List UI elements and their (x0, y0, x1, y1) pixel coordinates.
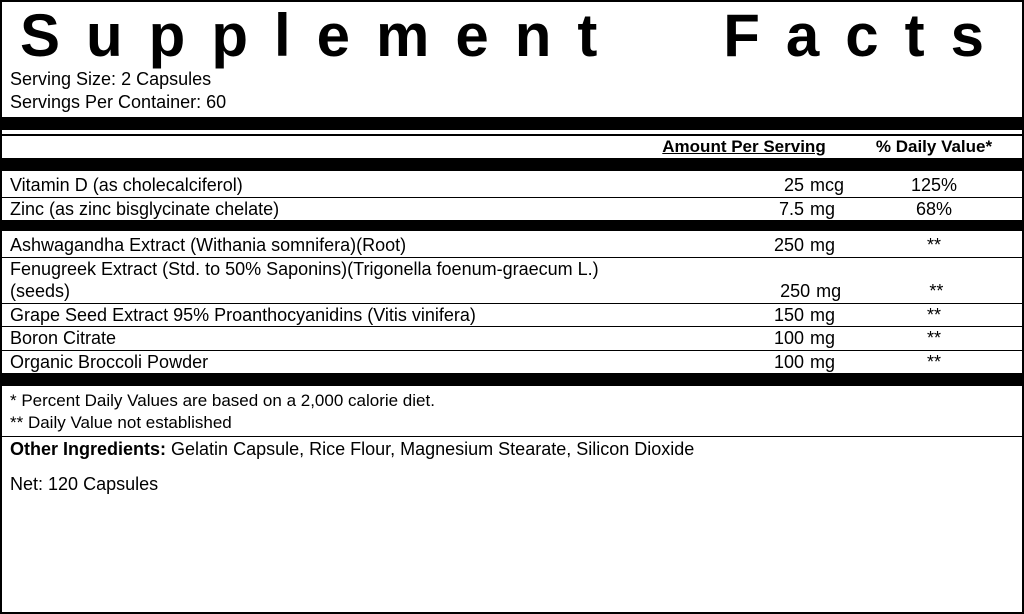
ingredient-dv: ** (854, 351, 1014, 374)
ingredient-dv: ** (854, 304, 1014, 327)
servings-per-label: Servings Per Container: (10, 92, 201, 112)
ingredient-dv: 125% (854, 174, 1014, 197)
ingredient-name: Organic Broccoli Powder (10, 351, 634, 374)
divider-thick (2, 117, 1022, 130)
ingredient-name: Ashwagandha Extract (Withania somnifera)… (10, 234, 634, 257)
ingredient-unit: mcg (804, 174, 854, 197)
other-ingredients-value: Gelatin Capsule, Rice Flour, Magnesium S… (171, 439, 694, 459)
ingredient-dv: ** (854, 234, 1014, 257)
table-row: Vitamin D (as cholecalciferol)25mcg125% (2, 174, 1022, 198)
nutrient-section-nodv: Ashwagandha Extract (Withania somnifera)… (2, 234, 1022, 373)
ingredient-unit: mg (804, 327, 854, 350)
ingredient-name: Zinc (as zinc bisglycinate chelate) (10, 198, 634, 221)
ingredient-unit: mg (810, 280, 859, 303)
ingredient-unit: mg (804, 304, 854, 327)
ingredient-dv: ** (854, 327, 1014, 350)
ingredient-dv: 68% (854, 198, 1014, 221)
table-row: Ashwagandha Extract (Withania somnifera)… (2, 234, 1022, 258)
serving-size-label: Serving Size: (10, 69, 116, 89)
column-headers: Amount Per Serving % Daily Value* (2, 136, 1022, 158)
header-dv: % Daily Value* (854, 136, 1014, 158)
other-ingredients-label: Other Ingredients: (10, 439, 166, 459)
table-row: Grape Seed Extract 95% Proanthocyanidins… (2, 304, 1022, 328)
ingredient-dv: ** (859, 280, 1014, 303)
servings-per-value: 60 (206, 92, 226, 112)
table-row: Boron Citrate100mg** (2, 327, 1022, 351)
ingredient-unit: mg (804, 351, 854, 374)
divider-thick (2, 220, 1022, 231)
ingredient-name: Grape Seed Extract 95% Proanthocyanidins… (10, 304, 634, 327)
header-amount: Amount Per Serving (634, 136, 854, 158)
supplement-facts-panel: Supplement Facts Serving Size: 2 Capsule… (0, 0, 1024, 614)
ingredient-name: Fenugreek Extract (Std. to 50% Saponins)… (10, 258, 645, 303)
ingredient-unit: mg (804, 234, 854, 257)
other-ingredients: Other Ingredients: Gelatin Capsule, Rice… (2, 437, 1022, 462)
serving-size-value: 2 Capsules (121, 69, 211, 89)
divider-thick (2, 158, 1022, 171)
divider-thick (2, 373, 1022, 386)
ingredient-amount: 7.5 (634, 198, 804, 221)
net-value: 120 Capsules (48, 474, 158, 494)
ingredient-amount: 25 (634, 174, 804, 197)
table-row: Fenugreek Extract (Std. to 50% Saponins)… (2, 258, 1022, 304)
ingredient-unit: mg (804, 198, 854, 221)
footnote-pdv: * Percent Daily Values are based on a 2,… (10, 390, 1014, 412)
ingredient-name: Boron Citrate (10, 327, 634, 350)
panel-title: Supplement Facts (2, 2, 1022, 66)
ingredient-amount: 250 (634, 234, 804, 257)
ingredient-name: Vitamin D (as cholecalciferol) (10, 174, 634, 197)
serving-block: Serving Size: 2 Capsules Servings Per Co… (2, 66, 1022, 117)
table-row: Organic Broccoli Powder100mg** (2, 351, 1022, 374)
net-contents: Net: 120 Capsules (2, 462, 1022, 499)
footnotes: * Percent Daily Values are based on a 2,… (2, 388, 1022, 436)
ingredient-amount: 150 (634, 304, 804, 327)
ingredient-amount: 100 (634, 351, 804, 374)
ingredient-amount: 250 (645, 280, 810, 303)
net-label: Net: (10, 474, 43, 494)
table-row: Zinc (as zinc bisglycinate chelate)7.5mg… (2, 198, 1022, 221)
ingredient-amount: 100 (634, 327, 804, 350)
footnote-nodv: ** Daily Value not established (10, 412, 1014, 434)
nutrient-section-dv: Vitamin D (as cholecalciferol)25mcg125%Z… (2, 174, 1022, 220)
